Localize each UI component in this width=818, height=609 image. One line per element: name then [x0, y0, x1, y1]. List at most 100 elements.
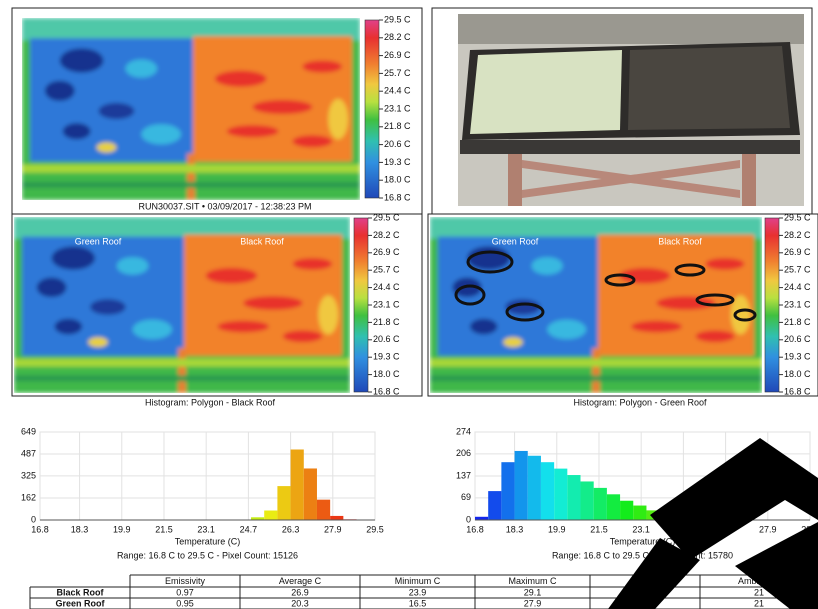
x-tick-label: 24.7	[240, 524, 258, 534]
colorbar-label: 26.9 C	[784, 247, 811, 257]
colorbar-label: 21.8 C	[784, 317, 811, 327]
x-tick-label: 19.9	[548, 524, 566, 534]
table-header: Minimum C	[395, 576, 441, 586]
row-label: Black Roof	[56, 587, 104, 597]
histogram-bar	[594, 488, 607, 520]
histogram-bar	[620, 501, 633, 520]
histogram-bar	[633, 506, 646, 520]
document: RUN30037.SIT • 03/09/2017 - 12:38:23 PM …	[0, 0, 818, 609]
histogram-bar	[488, 491, 501, 520]
region-label: Black Roof	[658, 236, 702, 246]
region-label: Black Roof	[240, 236, 284, 246]
x-tick-label: 21.5	[155, 524, 173, 534]
table-cell: 27.9	[524, 598, 542, 608]
colorbar-label: 20.6 C	[384, 139, 411, 149]
histogram-bar	[515, 451, 528, 520]
photo	[458, 14, 804, 206]
y-tick-label: 162	[21, 492, 36, 502]
colorbar-label: 25.7 C	[784, 265, 811, 275]
colorbar-label: 29.5 C	[384, 14, 411, 24]
table-header: Maximum C	[508, 576, 557, 586]
x-tick-label: 16.8	[466, 524, 484, 534]
y-tick-label: 206	[456, 448, 471, 458]
table-cell: 26.9	[291, 587, 309, 597]
x-tick-label: 18.3	[506, 524, 524, 534]
x-tick-label: 23.1	[632, 524, 650, 534]
y-tick-label: 649	[21, 426, 36, 436]
thermal-image	[14, 217, 350, 393]
y-tick-label: 325	[21, 470, 36, 480]
y-tick-label: 137	[456, 470, 471, 480]
table-cell: 21	[754, 598, 764, 608]
region-label: Green Roof	[75, 236, 122, 246]
table-cell: 23.9	[409, 587, 427, 597]
colorbar-label: 16.8 C	[784, 386, 811, 396]
colorbar	[765, 218, 779, 392]
row-label: Green Roof	[55, 598, 105, 608]
table-cell: 29.1	[524, 587, 542, 597]
colorbar	[365, 20, 379, 198]
y-tick-label: 0	[466, 514, 471, 524]
histogram-bar	[304, 468, 317, 520]
colorbar-label: 28.2 C	[373, 230, 400, 240]
colorbar-label: 19.3 C	[784, 352, 811, 362]
x-tick-label: 26.3	[282, 524, 300, 534]
histogram-bar	[581, 481, 594, 520]
histogram-bar	[277, 486, 290, 520]
histogram-bar	[528, 456, 541, 520]
y-tick-label: 274	[456, 426, 471, 436]
x-tick-label: 29.5	[366, 524, 384, 534]
histogram-bar	[567, 475, 580, 520]
colorbar-label: 24.4 C	[784, 282, 811, 292]
histogram-bar	[330, 516, 343, 520]
colorbar-label: 29.5 C	[784, 212, 811, 222]
colorbar-label: 24.4 C	[384, 86, 411, 96]
table-cell: 0.95	[176, 598, 194, 608]
histogram-bar	[501, 462, 514, 520]
colorbar-label: 21.8 C	[373, 317, 400, 327]
histogram-title: Histogram: Polygon - Green Roof	[573, 397, 707, 407]
colorbar-label: 20.6 C	[373, 334, 400, 344]
colorbar-label: 20.6 C	[784, 334, 811, 344]
colorbar-label: 18.0 C	[784, 369, 811, 379]
histogram-bar	[607, 494, 620, 520]
thermal-image	[22, 18, 360, 200]
table-header: Average C	[279, 576, 322, 586]
y-tick-label: 487	[21, 448, 36, 458]
colorbar-label: 25.7 C	[373, 265, 400, 275]
histogram-bar	[541, 462, 554, 520]
table-cell: 0.97	[176, 587, 194, 597]
colorbar-label: 18.0 C	[373, 369, 400, 379]
x-tick-label: 21.5	[590, 524, 608, 534]
x-tick-label: 19.9	[113, 524, 131, 534]
region-label: Green Roof	[492, 236, 539, 246]
table-cell: 20.3	[291, 598, 309, 608]
x-axis-label: Temperature (C)	[175, 536, 241, 546]
colorbar-label: 25.7 C	[384, 68, 411, 78]
histogram-bar	[291, 449, 304, 520]
table-cell: 16.5	[409, 598, 427, 608]
colorbar-label: 26.9 C	[373, 247, 400, 257]
colorbar-label: 28.2 C	[384, 32, 411, 42]
table-cell: 21	[754, 587, 764, 597]
x-tick-label: 18.3	[71, 524, 89, 534]
histogram-bar	[264, 511, 277, 520]
colorbar-label: 16.8 C	[384, 192, 411, 202]
colorbar-label: 23.1 C	[373, 299, 400, 309]
colorbar-label: 28.2 C	[784, 230, 811, 240]
x-tick-label: 27.9	[759, 524, 777, 534]
histogram-bar	[317, 500, 330, 520]
table-header: Emissivity	[165, 576, 205, 586]
colorbar-label: 24.4 C	[373, 282, 400, 292]
image-caption: RUN30037.SIT • 03/09/2017 - 12:38:23 PM	[138, 201, 311, 211]
colorbar-label: 29.5 C	[373, 212, 400, 222]
colorbar-label: 16.8 C	[373, 386, 400, 396]
histogram-bar	[554, 469, 567, 520]
x-tick-label: 16.8	[31, 524, 49, 534]
colorbar-label: 23.1 C	[384, 103, 411, 113]
x-tick-label: 23.1	[197, 524, 215, 534]
colorbar-label: 26.9 C	[384, 50, 411, 60]
colorbar-label: 23.1 C	[784, 299, 811, 309]
y-tick-label: 69	[461, 492, 471, 502]
